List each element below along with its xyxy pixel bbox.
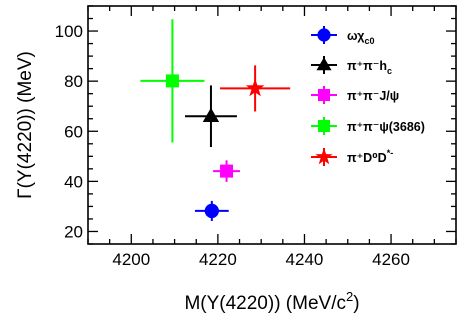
x-axis-title: M(Y(4220)) (MeV/c2) bbox=[184, 289, 359, 314]
y-tick-label: 100 bbox=[55, 22, 83, 41]
legend-label: π⁺π⁻J/ψ bbox=[347, 89, 399, 103]
legend-marker bbox=[316, 57, 332, 71]
legend-entry-4: π⁺D⁰D*- bbox=[311, 148, 393, 166]
data-marker bbox=[202, 107, 220, 122]
series-point-2 bbox=[213, 160, 240, 182]
y-tick-label: 80 bbox=[64, 72, 83, 91]
data-points bbox=[140, 19, 291, 221]
series-point-4 bbox=[220, 65, 291, 112]
y-tick-label: 40 bbox=[64, 172, 83, 191]
legend-entry-1: π⁺π⁻hc bbox=[311, 56, 392, 76]
legend-marker bbox=[317, 28, 331, 42]
data-marker bbox=[245, 78, 265, 97]
data-marker bbox=[165, 74, 179, 88]
series-point-1 bbox=[184, 85, 237, 148]
y-tick-label: 20 bbox=[64, 222, 83, 241]
y-axis-title: Γ(Y(4220)) (MeV) bbox=[15, 51, 36, 199]
legend-label: ωχc0 bbox=[347, 29, 375, 46]
tick-labels: 4200 4220 4240 4260 20 40 60 80 100 bbox=[55, 22, 410, 269]
legend-label: π⁺π⁻ψ(3686) bbox=[347, 120, 425, 134]
axis-ticks bbox=[87, 5, 457, 245]
legend-marker bbox=[318, 120, 330, 132]
legend-entry-3: π⁺π⁻ψ(3686) bbox=[311, 117, 425, 135]
legend-marker bbox=[315, 148, 333, 165]
x-tick-label: 4200 bbox=[112, 250, 150, 269]
legend-marker bbox=[318, 89, 330, 101]
x-tick-label: 4260 bbox=[372, 250, 410, 269]
series-point-0 bbox=[194, 200, 229, 221]
y-tick-label: 60 bbox=[64, 122, 83, 141]
series-point-3 bbox=[140, 19, 205, 143]
legend: ωχc0 π⁺π⁻hc π⁺π⁻J/ψ π⁺π⁻ψ(3686) π⁺D⁰D*- bbox=[311, 26, 425, 166]
data-marker bbox=[204, 203, 219, 219]
data-marker bbox=[220, 164, 234, 178]
plot-frame bbox=[87, 5, 457, 245]
x-tick-label: 4220 bbox=[199, 250, 237, 269]
legend-label: π⁺π⁻hc bbox=[347, 59, 392, 76]
legend-entry-0: ωχc0 bbox=[311, 26, 375, 46]
x-tick-label: 4240 bbox=[286, 250, 324, 269]
legend-entry-2: π⁺π⁻J/ψ bbox=[311, 86, 399, 104]
legend-label: π⁺D⁰D*- bbox=[347, 148, 393, 165]
